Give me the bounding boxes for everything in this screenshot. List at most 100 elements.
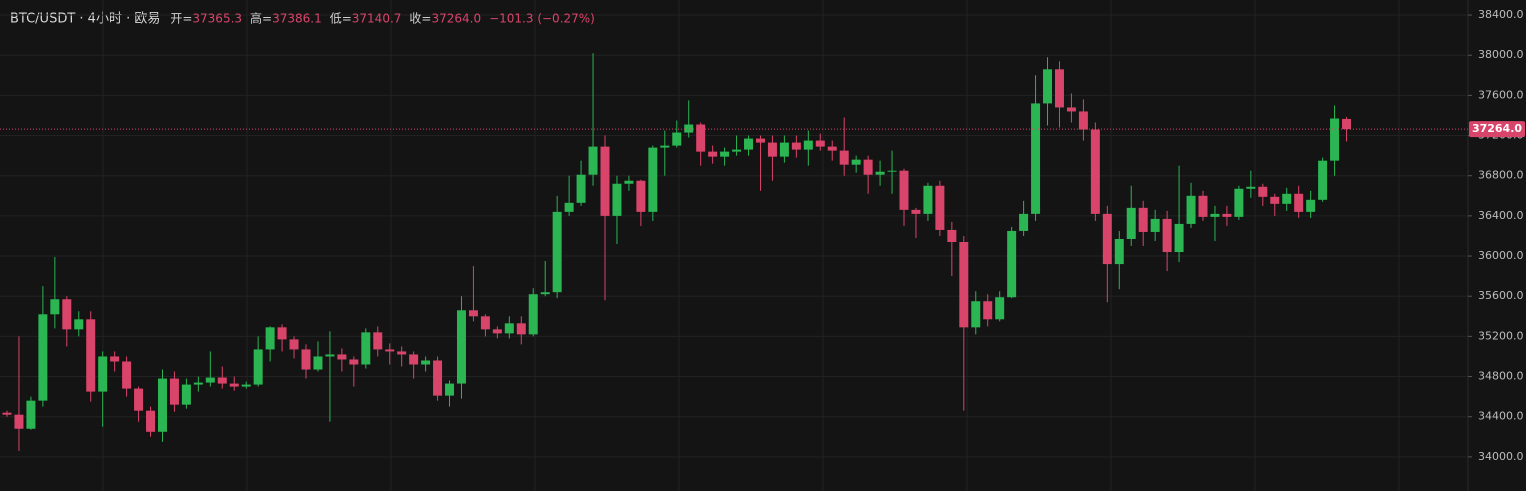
candle-body <box>1270 196 1280 204</box>
candle-body <box>732 149 742 152</box>
candle-body <box>803 140 813 150</box>
candle-body <box>1282 193 1292 204</box>
candle-body <box>361 332 371 365</box>
candle-body <box>50 299 60 315</box>
last-price-label: 37264.0 <box>1472 122 1522 135</box>
candle-body <box>26 400 36 429</box>
candle-body <box>1330 118 1340 161</box>
candle-body <box>791 142 801 150</box>
candle-body <box>1102 213 1112 265</box>
candle-body <box>923 185 933 214</box>
candle-body <box>779 142 789 157</box>
y-tick-label: 38400.0 <box>1478 8 1524 21</box>
candle-body <box>349 359 359 365</box>
candle-body <box>38 314 48 401</box>
candle-body <box>660 145 670 148</box>
candle-body <box>827 146 837 151</box>
candle-body <box>588 146 598 175</box>
candle-body <box>851 159 861 165</box>
candle-body <box>899 170 909 210</box>
y-tick-label: 34000.0 <box>1478 450 1524 463</box>
candle-body <box>1150 218 1160 232</box>
candle-body <box>696 124 706 152</box>
candle-body <box>1066 107 1076 112</box>
candle-body <box>409 354 419 365</box>
candle-body <box>648 147 658 212</box>
candle-body <box>1138 207 1148 232</box>
candle-body <box>600 146 610 216</box>
candle-body <box>1306 199 1316 212</box>
candle-body <box>433 360 443 396</box>
y-tick-label: 36000.0 <box>1478 249 1524 262</box>
candle-body <box>744 138 754 150</box>
candle-body <box>14 414 24 429</box>
candle-body <box>1342 118 1352 130</box>
candle-body <box>516 323 526 335</box>
candle-body <box>636 180 646 212</box>
candle-body <box>373 332 383 350</box>
candle-body <box>468 310 478 317</box>
candle-body <box>528 294 538 335</box>
chart-title: BTC/USDT · 4小时 · 欧易 <box>10 12 160 27</box>
candle-body <box>887 170 897 172</box>
y-tick-label: 35200.0 <box>1478 329 1524 342</box>
candle-body <box>552 211 562 293</box>
candle-body <box>385 349 395 352</box>
candle-body <box>839 150 849 165</box>
candle-body <box>265 327 275 350</box>
y-tick-label: 35600.0 <box>1478 289 1524 302</box>
candle-body <box>169 378 179 405</box>
candle-body <box>684 124 694 133</box>
candle-body <box>1031 103 1041 214</box>
candle-body <box>289 339 299 350</box>
candle-body <box>157 378 167 432</box>
stat-value: 37365.3 <box>192 12 242 26</box>
candle-body <box>947 229 957 242</box>
candle-body <box>1318 160 1328 200</box>
candle-body <box>504 323 514 334</box>
candle-body <box>86 319 96 392</box>
candle-body <box>875 171 885 175</box>
candle-body <box>205 377 215 383</box>
candle-body <box>564 202 574 212</box>
candle-body <box>277 327 287 340</box>
candle-body <box>1162 218 1172 253</box>
candle-body <box>241 384 251 387</box>
candle-body <box>624 180 634 184</box>
candle-body <box>1019 213 1029 231</box>
last-price-box <box>1469 121 1525 138</box>
candle-body <box>672 132 682 146</box>
y-tick-label: 36400.0 <box>1478 209 1524 222</box>
candle-body <box>229 383 239 387</box>
candle-body <box>1090 129 1100 214</box>
candle-body <box>720 151 730 157</box>
candle-body <box>1043 69 1053 104</box>
y-tick-label: 37600.0 <box>1478 88 1524 101</box>
candle-body <box>1126 207 1136 239</box>
candle-body <box>146 410 156 432</box>
candle-body <box>995 297 1005 320</box>
candle-body <box>445 383 455 396</box>
candle-body <box>1078 111 1088 130</box>
candle-body <box>540 292 550 295</box>
candle-body <box>1174 223 1184 253</box>
y-tick-label: 36800.0 <box>1478 169 1524 182</box>
candle-body <box>313 356 323 370</box>
candle-body <box>325 354 335 357</box>
candle-body <box>1007 230 1017 298</box>
candle-body <box>935 185 945 230</box>
candle-body <box>1222 213 1232 217</box>
candle-body <box>576 174 586 203</box>
candle-body <box>253 349 263 385</box>
candle-body <box>863 159 873 175</box>
candle-body <box>98 356 108 392</box>
candle-body <box>74 319 84 330</box>
candle-body <box>815 140 825 147</box>
candle-body <box>397 351 407 355</box>
candle-body <box>708 151 718 157</box>
candle-body <box>612 183 622 216</box>
candle-body <box>755 138 765 143</box>
candle-body <box>1294 193 1304 212</box>
candle-body <box>122 361 132 389</box>
